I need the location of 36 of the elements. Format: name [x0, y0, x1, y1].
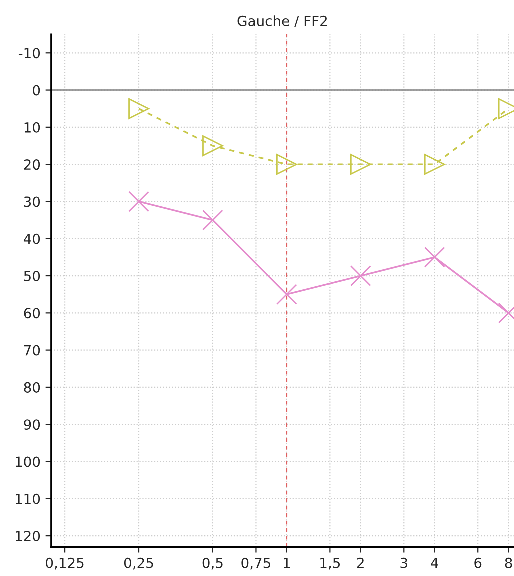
y-tick-label: 110 — [16, 494, 40, 504]
chart-title: Gauche / FF2 — [238, 16, 327, 28]
x-tick-label: 8 — [505, 558, 512, 568]
x-tick-label: 0,125 — [46, 558, 84, 570]
y-tick-label: 60 — [24, 308, 40, 319]
y-tick-label: -10 — [18, 48, 40, 59]
x-tick-label: 0,25 — [124, 558, 154, 570]
point — [128, 191, 150, 212]
y-tick-label: 50 — [24, 270, 40, 282]
point — [350, 154, 372, 175]
x-tick-label: 3 — [400, 558, 408, 568]
point — [202, 210, 224, 231]
point — [350, 266, 372, 286]
x-tick-label: 6 — [474, 558, 482, 568]
y-tick-label: 80 — [24, 382, 40, 393]
y-tick-label: 10 — [24, 122, 40, 133]
y-tick-label: 100 — [16, 456, 40, 468]
point — [276, 284, 298, 306]
y-tick-label: 40 — [24, 234, 40, 244]
point — [276, 154, 298, 175]
y-tick-label: 120 — [16, 531, 40, 542]
point — [424, 247, 446, 268]
y-tick-label: 0 — [33, 85, 40, 96]
x-tick-label: 1 — [284, 558, 290, 568]
point — [424, 154, 446, 175]
point — [202, 136, 224, 156]
x-tick-label: 1,5 — [320, 558, 340, 570]
x-tick-label: 0,5 — [202, 558, 223, 570]
x-tick-label: 2 — [357, 558, 364, 568]
y-tick-label: 90 — [24, 420, 40, 430]
x-tick-label: 0,75 — [242, 558, 270, 570]
y-tick-label: 70 — [24, 345, 40, 356]
point — [128, 98, 150, 120]
y-tick-label: 30 — [24, 196, 40, 208]
x-tick-label: 4 — [431, 558, 438, 568]
y-tick-label: 20 — [24, 160, 40, 170]
